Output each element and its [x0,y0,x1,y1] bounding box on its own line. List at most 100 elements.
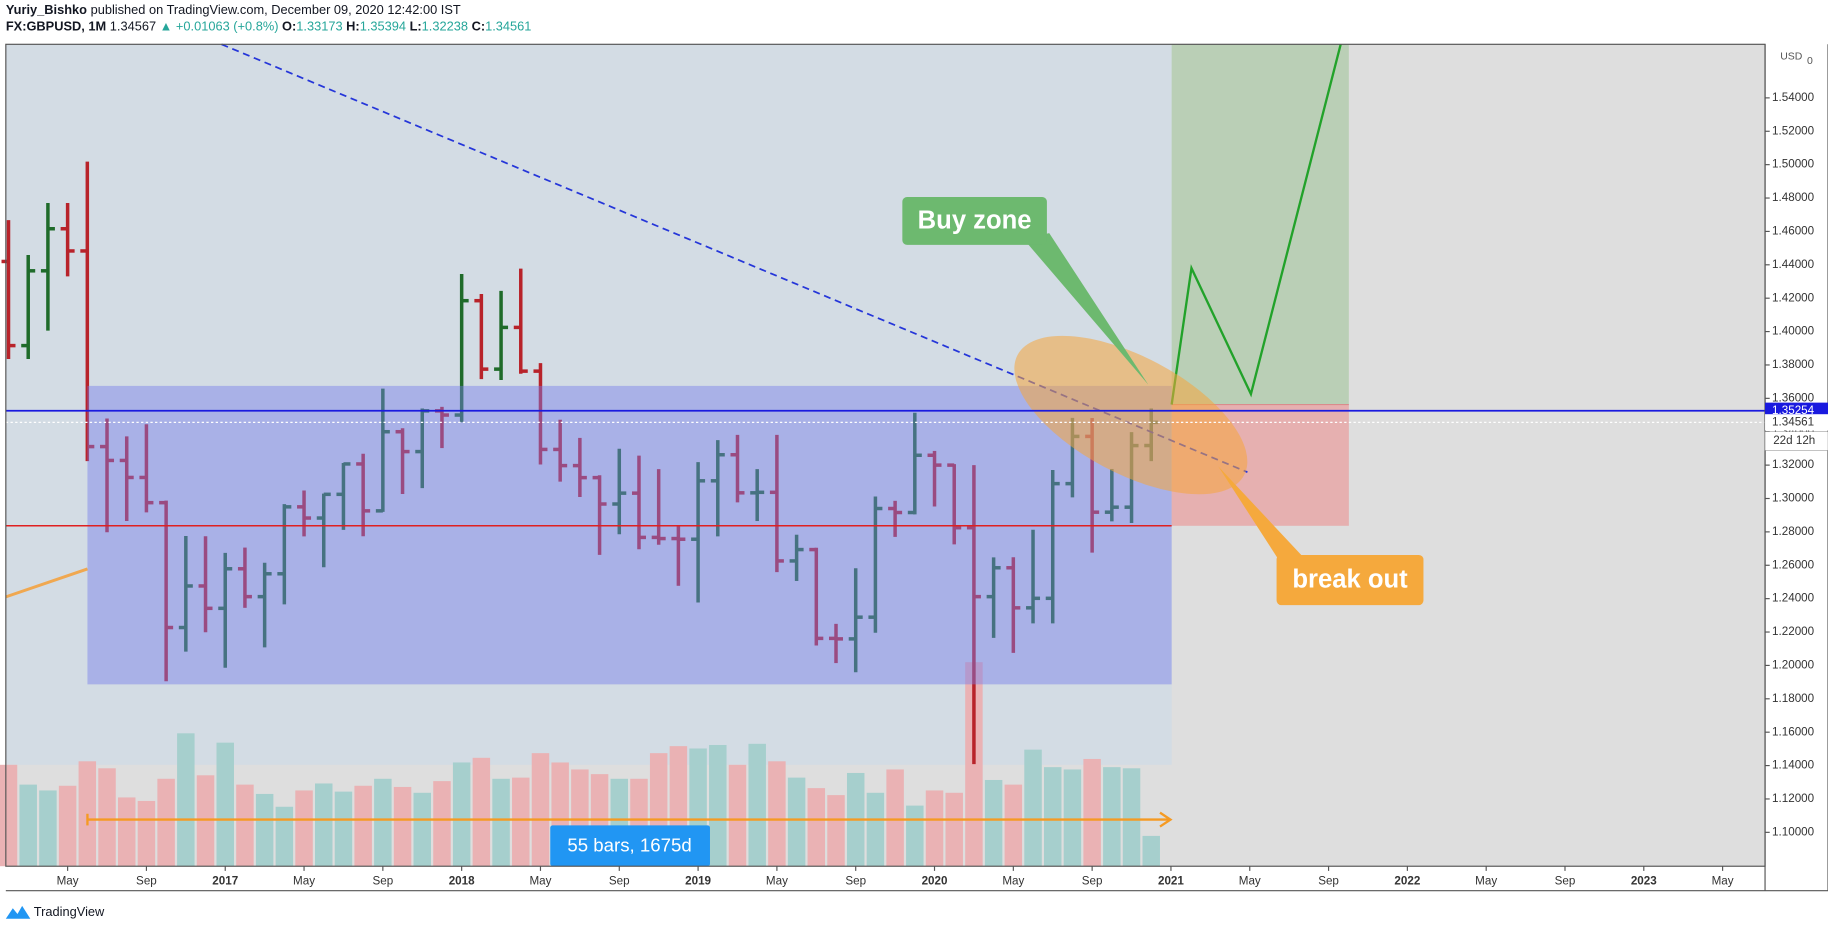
last-price: 1.34567 [110,18,156,33]
volume-bar [945,792,963,867]
volume-bar [906,805,924,867]
y-tick-label: 1.38000 [1772,358,1815,371]
volume-bar [216,742,234,867]
range-box-label [550,825,710,867]
volume-bar [886,769,904,867]
x-tick-label: Sep [1082,874,1103,887]
x-tick-label: May [1002,874,1024,887]
x-tick-label: 2019 [685,874,711,887]
price-tag [1765,414,1828,431]
y-tick-label: 1.24000 [1772,592,1815,605]
volume-bar [255,793,274,867]
volume-bar [39,790,57,867]
x-tick-label: 2022 [1394,874,1420,887]
y-tick-label: 1.18000 [1772,692,1815,705]
x-tick-label: 2017 [212,874,238,887]
volume-bar [1024,749,1042,867]
volume-bar [531,753,550,867]
x-tick-label: 2018 [449,874,475,887]
y-tick-label: 1.12000 [1772,792,1815,805]
volume-bar [728,764,747,867]
volume-bar [866,792,885,867]
price-label: 1.34561 [1772,415,1814,428]
volume-bar [98,768,116,867]
symbol: FX:GBPUSD, 1M [6,18,106,33]
y-tick-label: 1.48000 [1772,191,1815,204]
ohlc-label: C: [472,18,486,33]
x-tick-label: May [1712,874,1734,887]
volume-bar [787,777,806,867]
arrow-head [1159,811,1173,828]
volume-bar [413,792,432,867]
ohlc-label: O: [282,18,296,33]
axis-layer: 1.10000 1.12000 1.14000 1.16000 1.18000 1.200… [57,91,1828,887]
y-tick-label: 1.42000 [1772,291,1815,304]
y-tick-label: 1.16000 [1772,725,1815,738]
breakout-ellipse [1014,335,1248,495]
volume-bar [807,788,826,867]
volume-bar [137,800,156,867]
x-tick-label: May [293,874,315,887]
y-tick-label: 1.40000 [1772,325,1815,338]
currency: USD [1780,51,1803,62]
price-lines [5,409,1766,423]
y-tick-label: 1.14000 [1772,759,1815,772]
x-tick-label: May [529,874,551,887]
x-tick-label: 2023 [1631,874,1657,887]
callout-pointer [1218,466,1304,562]
ohlc-value: 1.32238 [422,18,468,33]
volume-bar [354,785,372,867]
volume-bar [433,781,451,867]
volume-bar [748,743,766,867]
volume-bar [1063,769,1082,867]
break-out-label: break out [1292,565,1408,593]
volume-bar [1004,784,1023,867]
buy-zone-box [902,197,1047,245]
volume-bar [1142,835,1160,867]
volume-bar [512,777,530,867]
volume-bar [1043,767,1062,867]
y-tick-label: 1.32000 [1772,458,1815,471]
x-tick-label: May [57,874,79,887]
x-tick-label: May [766,874,788,887]
volume-bar [709,744,727,867]
volume-bar [117,797,136,867]
countdown-tag [1764,431,1828,451]
up-arrow: ▲ [160,18,173,33]
ohlc-value: 1.35394 [360,18,406,33]
brand: TradingView [34,904,105,919]
y-tick-label: 1.20000 [1772,658,1815,671]
x-tick-label: Sep [609,874,630,887]
y-tick-label: 1.52000 [1772,124,1815,137]
change: +0.01063 (+0.8%) [176,18,279,33]
volume-bar [1122,768,1141,867]
logo [5,905,31,919]
y-tick-label: 1.44000 [1772,258,1815,271]
target-zone [1171,44,1349,405]
range-box [87,385,1172,685]
volume-bar [58,785,77,867]
volume-bar [472,757,491,867]
projection-path [1170,44,1342,405]
countdown-label: 22d 12h [1773,434,1815,447]
orange-line [5,567,88,599]
header-line-1: Yuriy_Bishko published on TradingView.co… [6,2,461,17]
ohlc-value: 1.33173 [296,18,342,33]
volume-bar [236,784,254,867]
level-label: 1.35254 [1772,404,1815,417]
volume-bar [374,778,392,867]
volume-bar [492,778,510,867]
x-tick-label: Sep [845,874,866,887]
published: published on TradingView.com, December 0… [91,2,461,17]
volume-bar [827,795,845,867]
ohlc-value: 1.34561 [485,18,531,33]
break-out-box [1276,554,1424,606]
currency-flag: 0 [1807,56,1813,67]
x-tick-label: 2021 [1158,874,1184,887]
header-line-2: FX:GBPUSD, 1M 1.34567 ▲ +0.01063 (+0.8%)… [6,18,532,33]
y-tick-label: 1.30000 [1772,492,1815,505]
volume-bar [334,791,353,867]
y-tick-label: 1.26000 [1772,558,1815,571]
volume-bar [925,790,944,867]
